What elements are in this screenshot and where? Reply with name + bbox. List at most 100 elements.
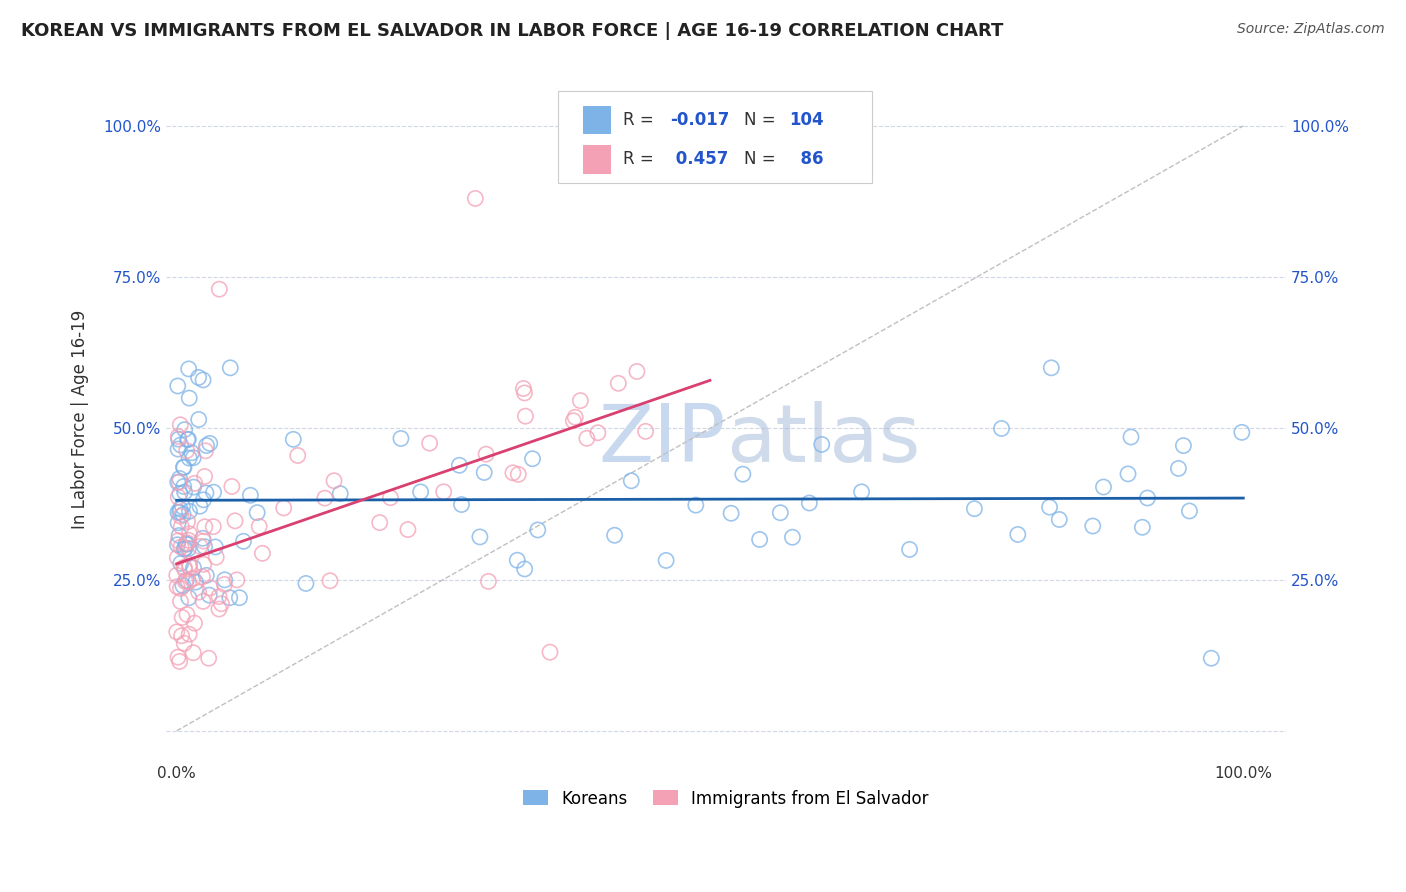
- Point: [208, 282, 231, 296]
- Point: [183, 476, 205, 491]
- Point: [522, 451, 544, 466]
- Point: [176, 574, 198, 588]
- Point: [211, 597, 233, 611]
- Point: [810, 437, 832, 451]
- Point: [173, 479, 195, 493]
- Point: [214, 577, 236, 591]
- Point: [177, 362, 200, 376]
- Point: [179, 504, 201, 518]
- Point: [224, 514, 246, 528]
- Point: [176, 433, 198, 447]
- Point: [1116, 467, 1139, 481]
- Point: [176, 536, 198, 550]
- Point: [1178, 504, 1201, 518]
- Point: [166, 475, 188, 490]
- Point: [188, 540, 211, 554]
- Point: [396, 523, 419, 537]
- Bar: [582, 105, 610, 135]
- Point: [1230, 425, 1253, 440]
- Text: N =: N =: [744, 150, 780, 169]
- Point: [1081, 519, 1104, 533]
- Point: [173, 542, 195, 557]
- Point: [166, 580, 188, 594]
- Point: [368, 516, 391, 530]
- Text: 86: 86: [789, 150, 823, 169]
- Point: [169, 417, 191, 432]
- Point: [1201, 651, 1223, 665]
- Point: [475, 447, 498, 461]
- Point: [188, 499, 211, 513]
- Point: [193, 534, 215, 549]
- Point: [191, 594, 214, 608]
- Point: [194, 486, 217, 500]
- Point: [194, 443, 217, 458]
- Point: [1038, 500, 1060, 515]
- Text: -0.017: -0.017: [671, 111, 730, 129]
- Point: [221, 479, 243, 493]
- Point: [195, 568, 218, 582]
- Point: [177, 533, 200, 548]
- Point: [181, 646, 204, 660]
- Text: N =: N =: [744, 111, 780, 129]
- Point: [477, 574, 499, 589]
- Point: [575, 431, 598, 445]
- Point: [433, 484, 456, 499]
- Point: [181, 572, 204, 586]
- Point: [685, 498, 707, 512]
- Point: [169, 505, 191, 519]
- Point: [170, 557, 193, 571]
- Point: [247, 519, 270, 533]
- Text: 0.457: 0.457: [671, 150, 728, 169]
- Point: [468, 530, 491, 544]
- Point: [167, 442, 190, 456]
- Point: [562, 414, 585, 428]
- Point: [389, 432, 412, 446]
- Point: [183, 480, 205, 494]
- Text: R =: R =: [623, 111, 659, 129]
- Text: atlas: atlas: [725, 401, 921, 479]
- Point: [173, 636, 195, 650]
- Point: [194, 469, 217, 483]
- Point: [449, 458, 471, 473]
- FancyBboxPatch shape: [558, 91, 872, 184]
- Point: [173, 560, 195, 574]
- Point: [720, 506, 742, 520]
- Point: [202, 485, 225, 500]
- Point: [166, 538, 188, 552]
- Point: [204, 540, 226, 554]
- Point: [225, 573, 247, 587]
- Point: [170, 540, 193, 554]
- Point: [1047, 512, 1070, 526]
- Point: [502, 466, 524, 480]
- Point: [198, 436, 221, 450]
- Point: [329, 486, 352, 500]
- Point: [295, 576, 318, 591]
- Point: [409, 484, 432, 499]
- Point: [179, 558, 201, 572]
- Point: [176, 515, 198, 529]
- Point: [314, 491, 336, 505]
- Point: [655, 553, 678, 567]
- Point: [232, 534, 254, 549]
- Point: [177, 591, 200, 605]
- Point: [748, 533, 770, 547]
- Point: [167, 432, 190, 446]
- Point: [180, 446, 202, 460]
- Point: [538, 645, 561, 659]
- Point: [176, 443, 198, 458]
- Point: [176, 607, 198, 622]
- Point: [173, 460, 195, 475]
- Point: [176, 537, 198, 551]
- Point: [191, 373, 214, 387]
- Point: [273, 500, 295, 515]
- Point: [183, 560, 205, 574]
- Point: [214, 573, 236, 587]
- Point: [166, 624, 188, 639]
- Point: [167, 533, 190, 548]
- Point: [169, 438, 191, 452]
- Point: [1119, 430, 1142, 444]
- Point: [177, 541, 200, 556]
- Point: [177, 432, 200, 446]
- Point: [1007, 527, 1029, 541]
- Point: [218, 591, 240, 605]
